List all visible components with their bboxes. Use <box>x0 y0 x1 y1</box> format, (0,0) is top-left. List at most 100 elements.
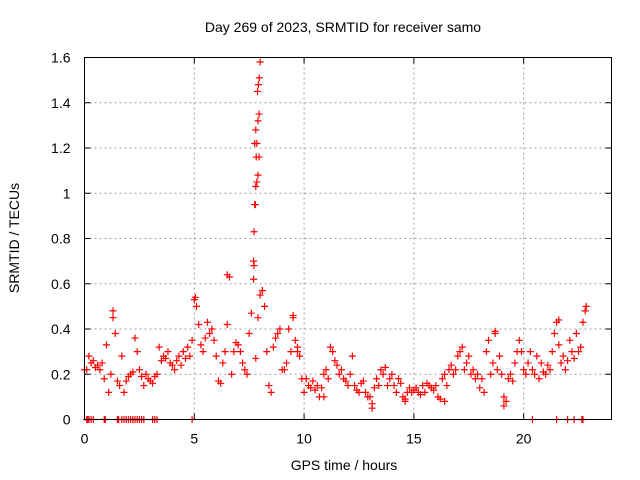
data-point <box>579 318 587 326</box>
data-point <box>449 370 457 378</box>
data-point <box>535 375 543 383</box>
data-point <box>184 343 192 351</box>
data-point <box>195 320 203 328</box>
data-point <box>326 343 334 351</box>
data-point <box>280 366 288 374</box>
data-point <box>318 384 326 392</box>
data-point <box>561 366 569 374</box>
data-point <box>500 393 508 401</box>
data-point <box>188 336 196 344</box>
data-point <box>254 314 262 322</box>
data-point <box>285 325 293 333</box>
data-point <box>300 388 308 396</box>
data-point <box>351 382 359 390</box>
data-point <box>544 361 552 369</box>
x-tick-label: 10 <box>296 431 312 447</box>
data-point <box>135 366 143 374</box>
data-point <box>230 348 238 356</box>
data-point <box>133 348 141 356</box>
data-point <box>251 201 259 209</box>
data-point <box>241 366 249 374</box>
data-point <box>520 366 528 374</box>
data-point <box>116 382 124 390</box>
data-point <box>111 330 119 338</box>
y-axis-tick-labels: 0 0.2 0.4 0.6 0.8 1 1.2 1.4 1.6 <box>51 50 71 428</box>
data-point <box>504 375 512 383</box>
data-point <box>291 336 299 344</box>
data-point <box>221 348 229 356</box>
x-axis-tick-labels: 0 5 10 15 20 <box>81 431 532 447</box>
data-point <box>113 377 121 385</box>
data-point <box>212 352 220 360</box>
data-point <box>502 397 510 405</box>
data-point <box>447 361 455 369</box>
data-point <box>460 366 468 374</box>
y-tick-label: 0.4 <box>51 321 71 337</box>
y-tick-label: 0.8 <box>51 231 71 247</box>
data-point <box>482 348 490 356</box>
data-point <box>247 309 255 317</box>
data-point <box>509 377 517 385</box>
data-point <box>254 81 262 89</box>
data-point <box>177 361 185 369</box>
data-point <box>401 397 409 405</box>
data-point <box>454 352 462 360</box>
data-point <box>107 370 115 378</box>
data-point <box>192 302 200 310</box>
data-point <box>522 370 530 378</box>
x-tick-label: 15 <box>406 431 422 447</box>
data-point <box>254 171 262 179</box>
data-point <box>333 361 341 369</box>
data-point <box>313 382 321 390</box>
data-point <box>441 397 449 405</box>
data-point <box>489 359 497 367</box>
data-point <box>162 354 170 362</box>
data-point <box>375 382 383 390</box>
chart-title: Day 269 of 2023, SRMTID for receiver sam… <box>205 19 481 35</box>
data-point <box>344 382 352 390</box>
y-tick-label: 1.2 <box>51 140 71 156</box>
data-point <box>515 336 523 344</box>
data-point <box>432 382 440 390</box>
data-point <box>254 87 262 95</box>
data-point <box>155 343 163 351</box>
data-point <box>289 311 297 319</box>
data-point <box>438 375 446 383</box>
data-point <box>142 370 150 378</box>
y-tick-label: 1.6 <box>51 50 71 66</box>
data-point <box>388 370 396 378</box>
y-axis-label: SRMTID / TECUs <box>6 183 22 293</box>
data-point <box>559 352 567 360</box>
data-point <box>168 361 176 369</box>
data-point <box>96 366 104 374</box>
data-point <box>337 366 345 374</box>
data-point <box>548 348 556 356</box>
data-point <box>555 341 563 349</box>
data-point <box>392 388 400 396</box>
data-point <box>362 388 370 396</box>
data-point <box>419 382 427 390</box>
data-point <box>537 359 545 367</box>
data-point <box>493 366 501 374</box>
data-point <box>381 363 389 371</box>
data-point <box>526 348 534 356</box>
x-tick-label: 0 <box>81 431 89 447</box>
data-point <box>85 352 93 360</box>
data-point <box>386 375 394 383</box>
data-point <box>471 375 479 383</box>
data-point <box>272 334 280 342</box>
data-point <box>254 117 262 125</box>
data-point <box>253 178 261 186</box>
data-point <box>118 352 126 360</box>
data-point <box>322 366 330 374</box>
data-point <box>384 382 392 390</box>
data-point <box>476 384 484 392</box>
data-point <box>452 366 460 374</box>
data-point <box>463 359 471 367</box>
data-point <box>219 359 227 367</box>
data-point <box>201 334 209 342</box>
data-point <box>368 404 376 412</box>
data-point <box>542 370 550 378</box>
data-point <box>217 379 225 387</box>
